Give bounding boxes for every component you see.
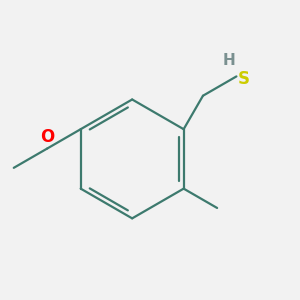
Text: H: H	[223, 53, 236, 68]
Text: S: S	[238, 70, 250, 88]
Text: O: O	[40, 128, 54, 146]
